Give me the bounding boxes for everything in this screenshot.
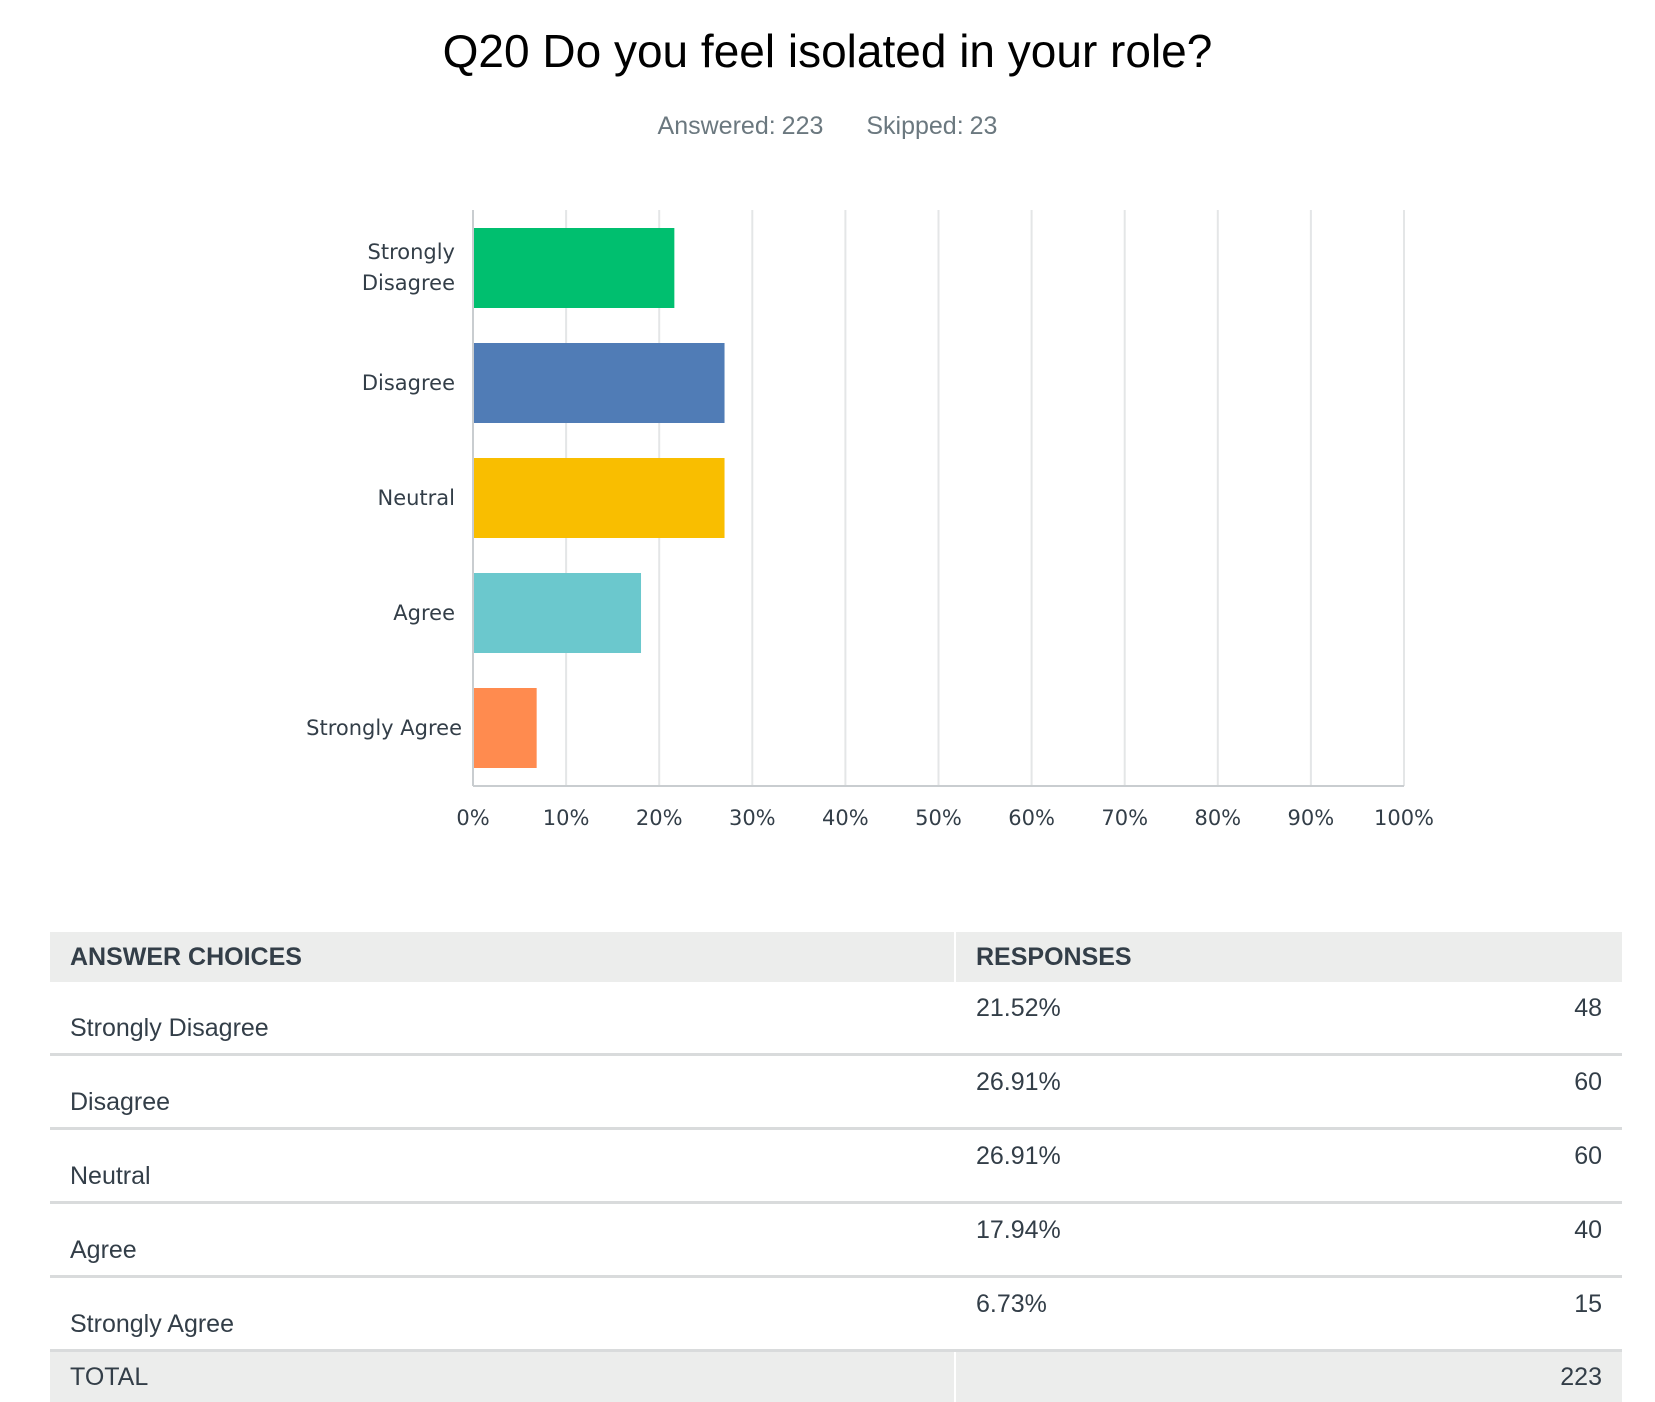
x-tick-label: 50% (915, 806, 962, 830)
table-row: Agree 17.94% 40 (50, 1203, 1622, 1277)
bar (474, 343, 725, 423)
bar-chart: 0% 10% 20% 30% 40% 50% 60% 70% 80% 90% 100% Strongl… (0, 0, 1655, 860)
table-total-row: TOTAL 223 (50, 1351, 1622, 1402)
total-value: 223 (1502, 1351, 1622, 1402)
x-tick-label: 60% (1008, 806, 1055, 830)
category-label: Strongly Agree (306, 716, 462, 740)
bar (474, 688, 537, 768)
total-spacer (955, 1351, 1502, 1402)
table-row: Strongly Disagree 21.52% 48 (50, 982, 1622, 1055)
row-count: 60 (1502, 1129, 1622, 1203)
row-count: 48 (1502, 982, 1622, 1055)
x-tick-label: 0% (456, 806, 489, 830)
category-label: Disagree (362, 371, 455, 395)
row-count: 15 (1502, 1277, 1622, 1351)
row-choice: Neutral (50, 1129, 955, 1203)
responses-table: ANSWER CHOICES RESPONSES Strongly Disagr… (50, 932, 1622, 1402)
table-row: Disagree 26.91% 60 (50, 1055, 1622, 1129)
total-label: TOTAL (50, 1351, 955, 1402)
category-label: Agree (393, 601, 455, 625)
bar (474, 573, 641, 653)
row-choice: Disagree (50, 1055, 955, 1129)
table-header-row: ANSWER CHOICES RESPONSES (50, 932, 1622, 982)
row-percent: 26.91% (955, 1055, 1502, 1129)
bar (474, 228, 674, 308)
row-percent: 26.91% (955, 1129, 1502, 1203)
row-choice: Agree (50, 1203, 955, 1277)
x-tick-label: 100% (1374, 806, 1434, 830)
row-percent: 17.94% (955, 1203, 1502, 1277)
bar (474, 458, 725, 538)
table-row: Strongly Agree 6.73% 15 (50, 1277, 1622, 1351)
category-label: Neutral (377, 486, 455, 510)
x-tick-label: 10% (543, 806, 590, 830)
x-tick-label: 70% (1101, 806, 1148, 830)
row-choice: Strongly Disagree (50, 982, 955, 1055)
x-tick-label: 80% (1194, 806, 1241, 830)
row-count: 60 (1502, 1055, 1622, 1129)
x-tick-label: 90% (1288, 806, 1335, 830)
x-tick-label: 40% (822, 806, 869, 830)
row-percent: 6.73% (955, 1277, 1502, 1351)
x-tick-label: 30% (729, 806, 776, 830)
row-count: 40 (1502, 1203, 1622, 1277)
row-percent: 21.52% (955, 982, 1502, 1055)
row-choice: Strongly Agree (50, 1277, 955, 1351)
responses-header: RESPONSES (955, 932, 1622, 982)
x-tick-label: 20% (636, 806, 683, 830)
answer-choices-header: ANSWER CHOICES (50, 932, 955, 982)
table-row: Neutral 26.91% 60 (50, 1129, 1622, 1203)
